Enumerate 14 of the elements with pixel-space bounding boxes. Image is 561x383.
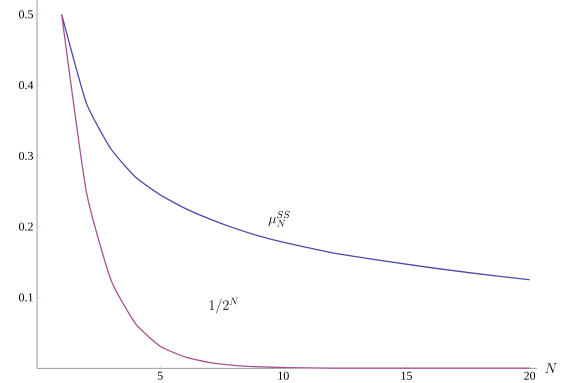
line-series [60, 14, 530, 369]
line-series [60, 14, 530, 280]
x-tick-label: 5 [158, 372, 163, 380]
y-tick-label: 0.4 [18, 81, 34, 90]
x-axis-title: $N$ [545, 363, 557, 374]
x-tick-label: 10 [278, 372, 289, 380]
x-tick-label: 20 [524, 372, 536, 380]
y-tick-label: 0.5 [18, 10, 34, 18]
annotation: $1/2^N$ [210, 298, 238, 314]
x-tick-label: 15 [402, 372, 412, 380]
y-tick-label: 0.1 [18, 293, 33, 302]
y-tick-label: 0.2 [18, 222, 33, 231]
annotation: $\mu_N^{SS}$ [268, 210, 290, 227]
y-tick-label: 0.3 [18, 152, 34, 160]
